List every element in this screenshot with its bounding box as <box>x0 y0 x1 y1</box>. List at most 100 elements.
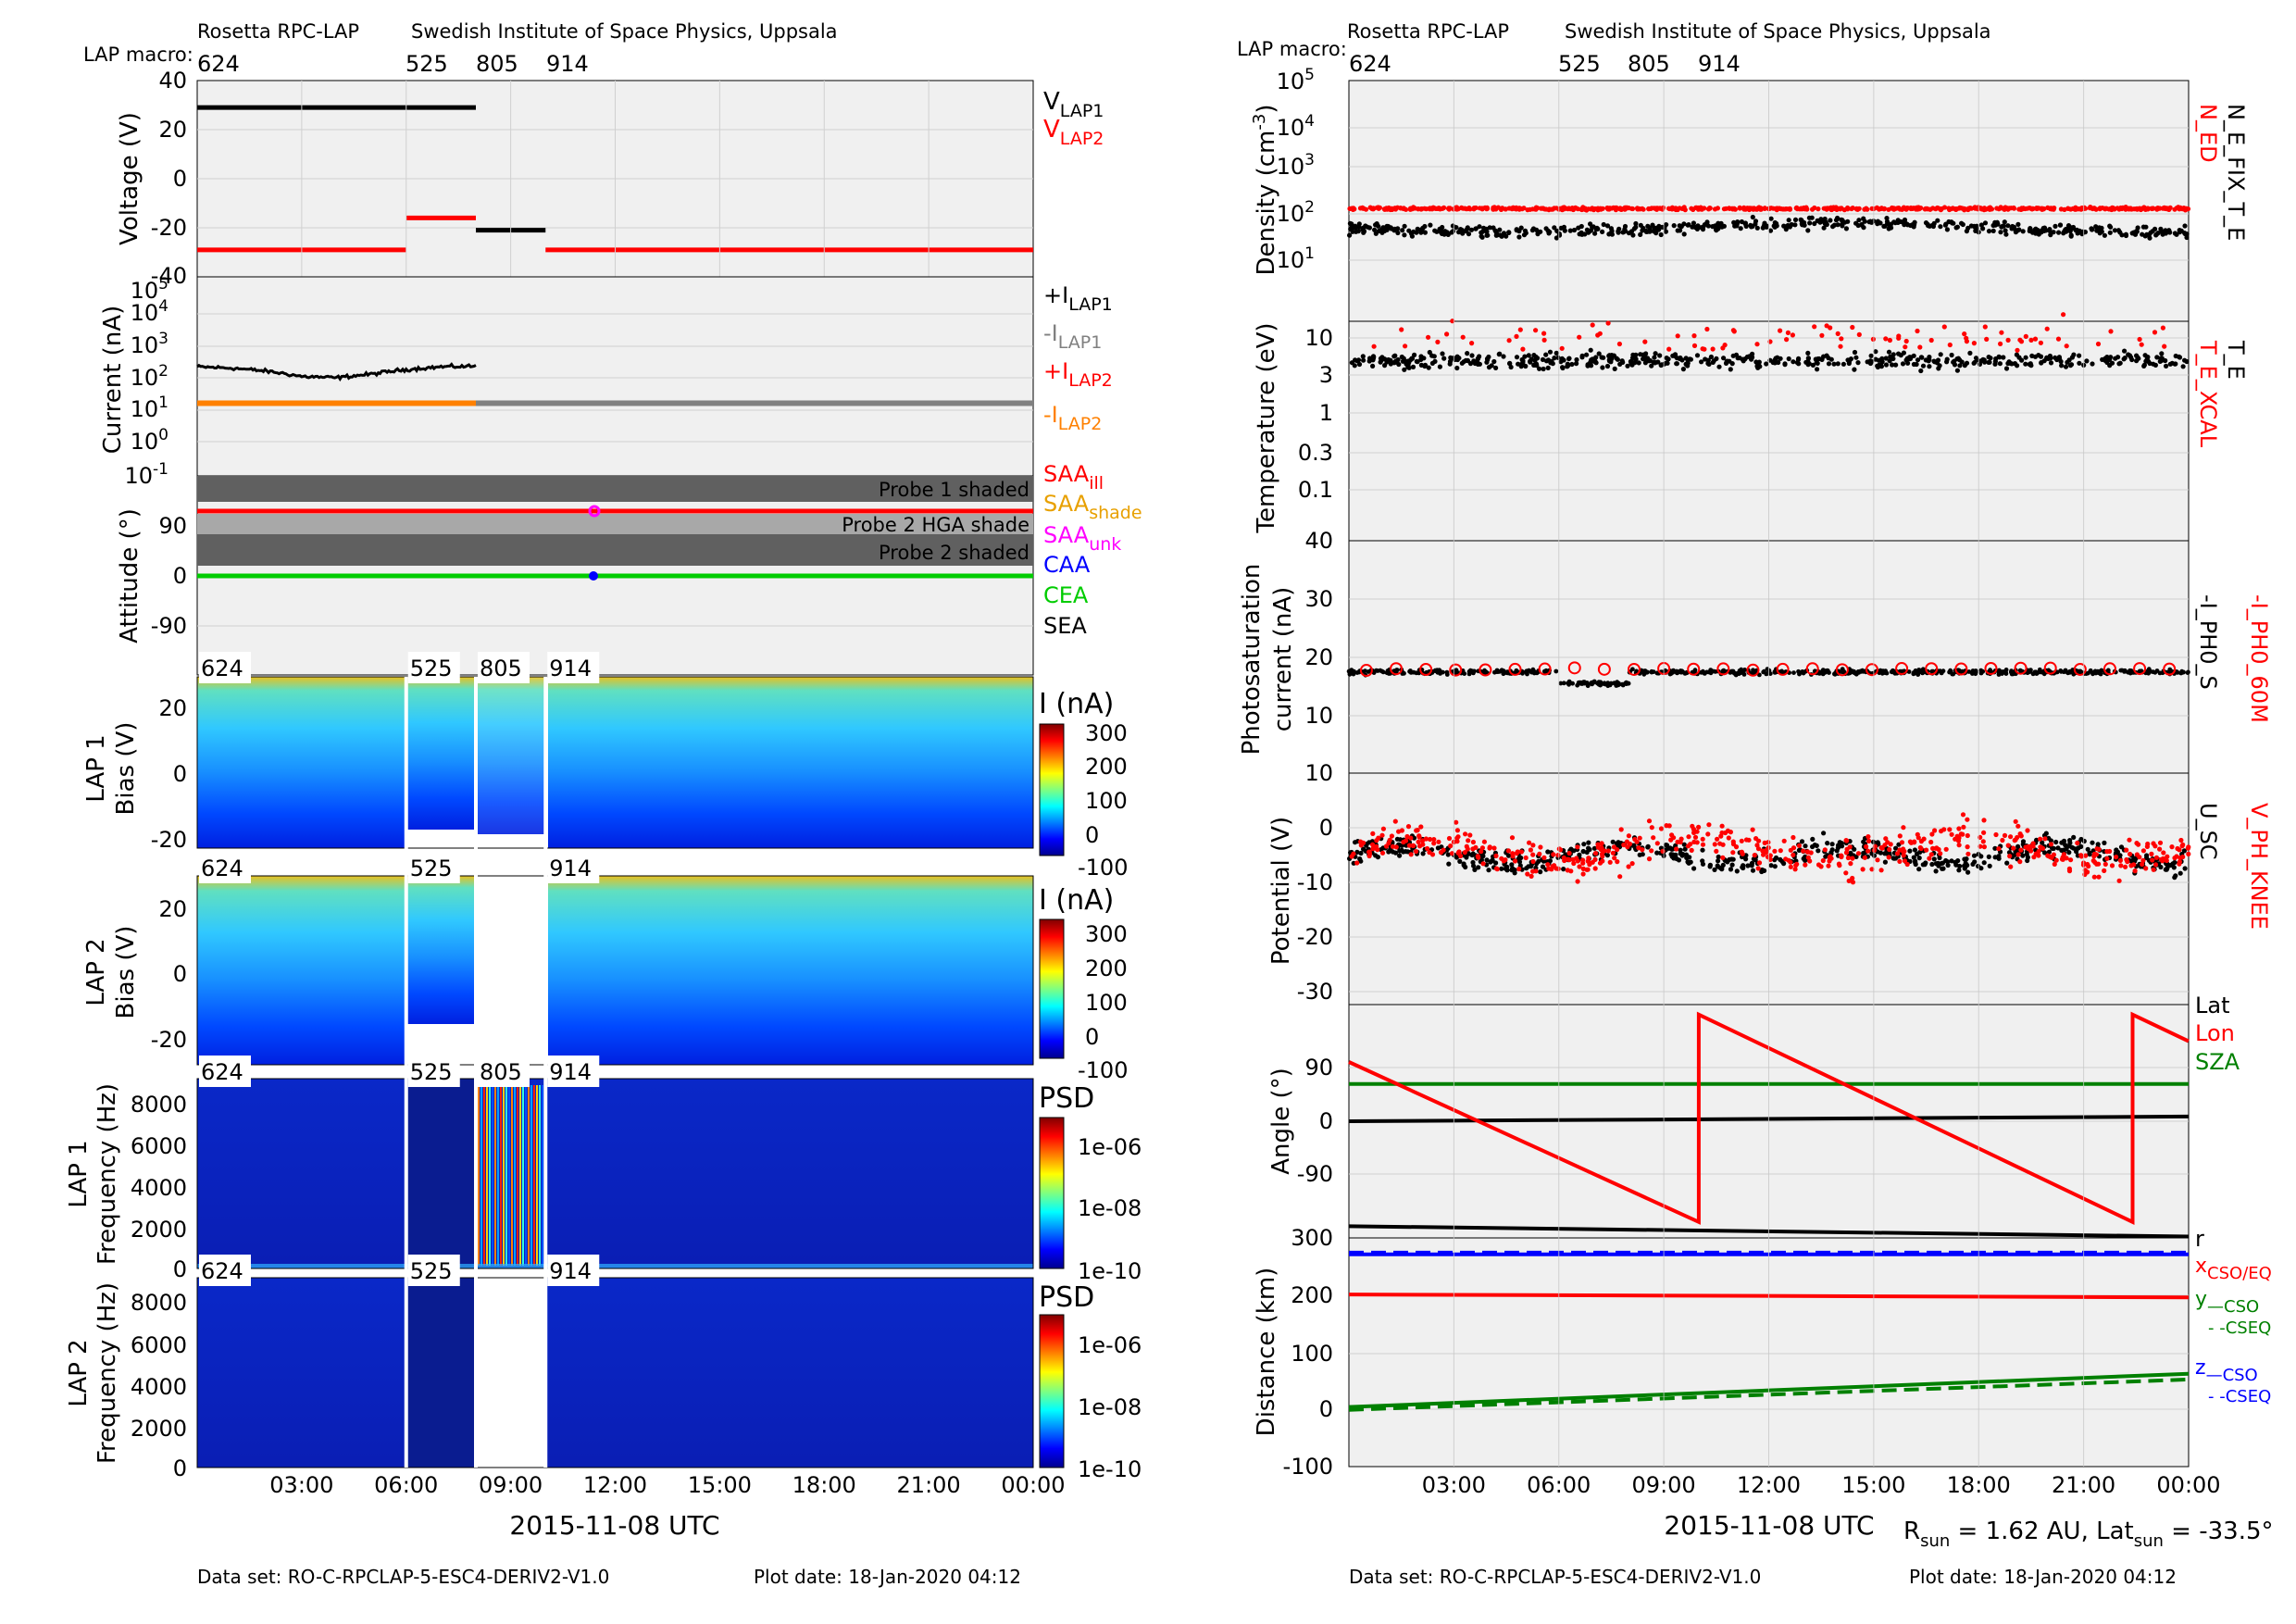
density-point-n-ed <box>1682 207 1688 213</box>
temp-point-t-e-xcal <box>2032 336 2039 342</box>
temp-point-t-e <box>1848 356 1853 362</box>
pot-point-v-ph-knee <box>1599 841 1604 846</box>
pot-point-v-ph-knee <box>1930 845 1936 852</box>
density-point-n-e-fix <box>1785 222 1791 229</box>
density-point-n-e-fix <box>1719 224 1725 230</box>
density-point-n-e-fix <box>1942 222 1948 228</box>
pot-point-u-sc <box>1586 840 1591 845</box>
density-point-n-e-fix <box>1604 223 1611 229</box>
pot-point-v-ph-knee <box>1660 848 1666 855</box>
pot-point-v-ph-knee <box>2083 853 2089 858</box>
pot-point-v-ph-knee <box>1640 847 1645 853</box>
photo-point-iph0-s <box>1860 668 1866 673</box>
pot-point-u-sc <box>1610 839 1616 844</box>
pot-point-v-ph-knee <box>1592 851 1599 856</box>
photo-point-iph0-s <box>1347 668 1353 674</box>
density-point-n-e-fix <box>1628 229 1635 234</box>
pot-point-v-ph-knee <box>1927 856 1932 861</box>
pot-point-v-ph-knee <box>1530 852 1536 857</box>
temp-point-t-e <box>2154 355 2160 360</box>
lap2-bias-cbar-100: 100 <box>1085 990 1128 1016</box>
temp-point-t-e-xcal <box>1984 336 1990 342</box>
pot-point-v-ph-knee <box>2025 828 2030 833</box>
pot-point-v-ph-knee <box>1621 842 1627 848</box>
density-point-n-ed <box>1554 206 1559 211</box>
photo-point-iph0-s <box>1911 671 1916 677</box>
pot-point-u-sc <box>2046 849 2052 855</box>
density-point-n-e-fix <box>1869 219 1875 225</box>
pot-point-u-sc <box>2061 847 2066 853</box>
density-point-n-ed <box>2040 206 2045 212</box>
density-point-n-e-fix <box>1677 223 1682 229</box>
pot-point-u-sc <box>1503 866 1508 871</box>
temp-point-t-e <box>1355 357 1362 363</box>
density-point-n-e-fix <box>1806 215 1812 220</box>
density-point-n-e-fix <box>1704 219 1710 225</box>
pot-point-u-sc <box>2078 836 2084 843</box>
density-point-n-e-fix <box>1492 228 1498 233</box>
temp-point-t-e <box>1852 349 1858 356</box>
pot-point-u-sc <box>1676 857 1682 863</box>
photo-point-iph0-s <box>1596 681 1602 687</box>
pot-point-v-ph-knee <box>2152 862 2159 868</box>
density-point-n-e-fix <box>1768 216 1774 221</box>
photo-point-iph0-s <box>2036 669 2041 675</box>
pot-point-v-ph-knee <box>1610 850 1616 856</box>
current-legend-minus-ilap2: -ILAP2 <box>1043 402 1102 434</box>
density-point-n-ed <box>1816 206 1821 212</box>
temp-point-t-e <box>1541 366 1546 372</box>
density-point-n-ed <box>1965 206 1971 211</box>
pot-point-v-ph-knee <box>1756 860 1763 866</box>
photo-point-iph0-s <box>2041 671 2047 677</box>
pot-point-u-sc <box>1986 854 1991 860</box>
density-point-n-e-fix <box>1792 217 1799 222</box>
pot-point-u-sc <box>2046 835 2052 841</box>
pot-point-v-ph-knee <box>1454 835 1460 841</box>
pot-point-v-ph-knee <box>1441 847 1446 853</box>
temp-point-t-e <box>1728 367 1733 372</box>
temp-point-t-e <box>1559 356 1565 361</box>
density-point-n-e-fix <box>1658 231 1664 238</box>
temp-point-t-e <box>1629 362 1635 368</box>
pot-point-v-ph-knee <box>1688 842 1693 847</box>
pot-point-v-ph-knee <box>1803 862 1808 868</box>
pot-point-v-ph-knee <box>1866 848 1871 854</box>
current-ytick-1e1: 101 <box>131 394 168 422</box>
density-point-n-e-fix <box>2097 231 2103 236</box>
temp-point-t-e <box>1529 356 1534 362</box>
density-point-n-ed <box>1509 206 1515 212</box>
lap2-freq-ytick-0: 0 <box>173 1455 187 1481</box>
temp-point-t-e-xcal <box>1371 344 1377 349</box>
temp-point-t-e <box>1361 357 1366 363</box>
pot-point-v-ph-knee <box>1454 819 1459 825</box>
pot-point-v-ph-knee <box>1939 829 1944 834</box>
density-point-n-e-fix <box>1807 220 1813 226</box>
pot-point-v-ph-knee <box>1850 856 1855 861</box>
temp-point-t-e <box>2109 360 2115 366</box>
density-point-n-e-fix <box>1354 229 1359 234</box>
pot-point-v-ph-knee <box>1897 833 1903 839</box>
photo-point-iph0-s <box>1524 668 1529 674</box>
lap2-bias-ytick-20: 20 <box>158 896 187 922</box>
density-point-n-ed <box>1673 206 1678 213</box>
current-panel: 105 104 103 102 101 100 10-1 Current (nA… <box>99 275 1113 489</box>
pot-point-u-sc <box>1577 852 1582 858</box>
pot-point-v-ph-knee <box>2123 864 2128 869</box>
lap1-freq-805-stripe <box>503 1085 505 1266</box>
photo-point-iph0-60m <box>1776 662 1790 676</box>
temp-point-t-e <box>1890 362 1895 368</box>
density-point-n-ed <box>1762 206 1767 211</box>
pot-point-u-sc <box>1931 856 1937 862</box>
temp-point-t-e-xcal <box>2095 341 2102 347</box>
pot-ytick-m20: -20 <box>1297 924 1333 950</box>
pot-point-v-ph-knee <box>1934 845 1940 851</box>
pot-point-u-sc <box>1358 858 1364 864</box>
density-point-n-e-fix <box>2182 231 2188 237</box>
pot-point-v-ph-knee <box>1494 867 1500 872</box>
pot-point-u-sc <box>1816 848 1821 854</box>
pot-point-v-ph-knee <box>1646 856 1653 862</box>
temp-point-t-e <box>1584 352 1590 357</box>
pot-point-v-ph-knee <box>1739 838 1744 843</box>
lap1-bias-ytick-0: 0 <box>173 761 187 787</box>
temp-point-t-e <box>1873 349 1878 355</box>
